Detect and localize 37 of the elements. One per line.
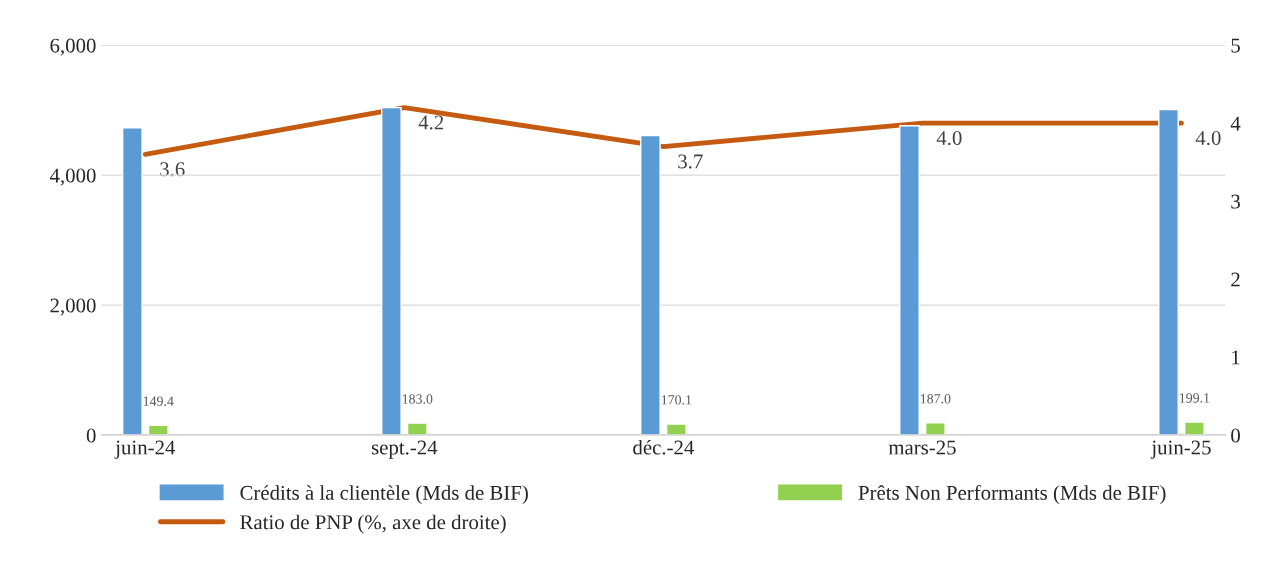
y2-tick-label: 5 [1231,38,1240,53]
x-tick-label: sept.-24 [371,440,438,459]
bar [380,106,402,436]
legend-label: Crédits à la clientèle (Mds de BIF) [240,485,528,505]
bar [899,125,920,436]
bar [121,127,143,436]
data-label: 170.1 [661,395,692,405]
bar [640,134,661,436]
bar [924,422,946,436]
y-tick-label: 2,000 [50,298,96,316]
x-tick-label: mars-25 [888,440,956,455]
legend-label: Prêts Non Performants (Mds de BIF) [858,484,1166,505]
bar [406,422,428,436]
data-label: 199.1 [1180,393,1210,403]
y-tick-label: 0 [86,428,96,443]
data-label: 4.0 [1195,130,1221,146]
data-label: 4.0 [936,130,962,146]
bar [1183,421,1205,436]
y2-tick-label: 2 [1231,272,1240,287]
y2-tick-label: 1 [1232,350,1240,365]
data-label: 183.0 [402,394,433,404]
legend-label: Ratio de PNP (%, axe de droite) [240,514,506,534]
y-tick-label: 6,000 [50,38,96,56]
x-tick-label: juin-25 [1150,440,1211,459]
data-label: 3.7 [678,154,703,169]
x-tick-label: juin-24 [114,440,176,459]
bar [665,423,687,436]
y-tick-label: 4,000 [49,168,96,186]
data-label: 187.0 [920,394,951,404]
y2-tick-label: 0 [1231,428,1240,443]
x-tick-label: déc.-24 [633,439,694,455]
y2-tick-label: 3 [1231,194,1240,209]
y2-tick-label: 4 [1230,116,1241,131]
data-label: 4.2 [418,115,444,130]
bar [1158,108,1179,436]
data-label: 149.4 [143,396,174,406]
data-label: 3.6 [160,162,185,177]
